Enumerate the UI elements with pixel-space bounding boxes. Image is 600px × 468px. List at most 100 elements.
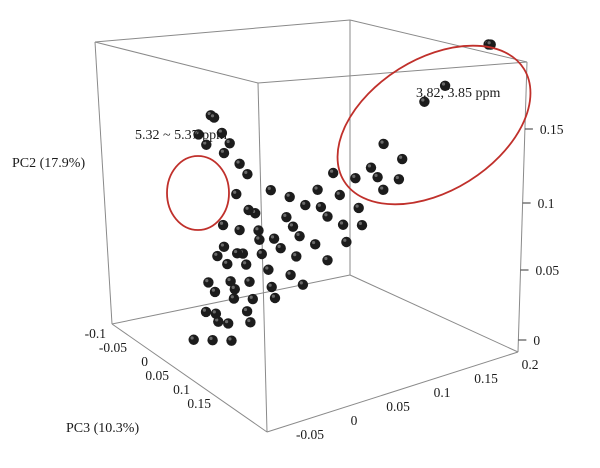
- box-edge: [266, 351, 519, 433]
- highlighted-point: [439, 80, 451, 92]
- highlighted-point: [216, 127, 228, 139]
- highlighted-point: [224, 138, 235, 149]
- cluster-point: [337, 219, 349, 230]
- cluster-point: [209, 286, 221, 298]
- cluster-point: [200, 306, 212, 318]
- cluster-point: [284, 191, 295, 203]
- cluster-point: [263, 264, 274, 275]
- highlight-ellipses: [166, 44, 532, 231]
- cluster-point: [213, 316, 224, 327]
- cluster-point: [241, 259, 252, 270]
- pc3-tick-label: -0.1: [85, 326, 106, 341]
- annotation-5-32-ppm: 5.32 ~ 5.37 ppm: [135, 128, 227, 143]
- highlighted-point: [193, 129, 204, 140]
- highlighted-point: [201, 139, 212, 150]
- cluster-point: [287, 221, 299, 232]
- ellipse-3-82-ppm: [336, 44, 532, 206]
- cluster-point: [265, 185, 276, 196]
- cluster-point: [231, 188, 242, 200]
- box-edge: [349, 19, 528, 63]
- cluster-point: [254, 234, 265, 245]
- y-axis-title: PC2 (17.9%): [12, 156, 85, 171]
- cluster-point: [241, 306, 253, 317]
- cluster-point: [328, 167, 339, 179]
- cluster-point: [256, 248, 267, 260]
- pc2-tick-label: 0.05: [536, 263, 560, 278]
- box-edge: [94, 19, 351, 43]
- cluster-point: [188, 334, 199, 345]
- cluster-point: [268, 233, 280, 244]
- cluster-point: [210, 308, 222, 319]
- cluster-point: [245, 317, 256, 328]
- cluster-point: [356, 220, 368, 231]
- cluster-point: [300, 199, 311, 211]
- cluster-point: [322, 255, 333, 266]
- cluster-point: [247, 293, 258, 305]
- box-edge: [111, 323, 268, 433]
- highlighted-point: [397, 153, 408, 165]
- cluster-point: [334, 189, 345, 201]
- cluster-point: [312, 184, 323, 195]
- pc2-tick-label: 0.1: [538, 196, 555, 211]
- cluster-point: [365, 162, 377, 173]
- cluster-point: [353, 202, 364, 214]
- pc2-tick-label: 0.15: [540, 122, 564, 137]
- pc2-tick-label: 0: [533, 333, 540, 348]
- cluster-point: [285, 269, 296, 281]
- cluster-point: [226, 335, 237, 346]
- highlighted-point: [208, 112, 220, 123]
- cluster-point: [234, 224, 245, 236]
- z-axis-title: PC3 (10.3%): [66, 421, 139, 436]
- cluster-point: [223, 318, 234, 329]
- cluster-point: [225, 276, 236, 287]
- highlighted-point: [378, 138, 389, 150]
- pc1-tick-label: 0.1: [434, 385, 451, 400]
- cluster-point: [310, 239, 321, 250]
- box-edge: [349, 274, 519, 353]
- pc3-tick-label: 0.1: [173, 382, 190, 397]
- ellipse-5-32-ppm: [166, 155, 230, 231]
- cluster-point: [228, 293, 240, 304]
- highlighted-point: [218, 147, 230, 159]
- cluster-point: [222, 258, 233, 270]
- pc1-tick-label: 0.2: [522, 357, 539, 372]
- pc1-tick-label: 0: [351, 413, 358, 428]
- box-edge: [517, 61, 528, 353]
- pc1-tick-label: 0.15: [474, 371, 498, 386]
- cluster-point: [393, 174, 405, 185]
- cluster-point: [232, 248, 243, 259]
- highlighted-point: [242, 168, 253, 180]
- cluster-point: [269, 292, 281, 304]
- cluster-point: [203, 277, 214, 288]
- cluster-point: [315, 201, 327, 213]
- cluster-point: [244, 276, 255, 287]
- cluster-point: [297, 279, 309, 290]
- pc3-tick-label: 0.15: [187, 396, 211, 411]
- cluster-point: [372, 171, 383, 183]
- pc3-tick-label: 0: [141, 354, 148, 369]
- cluster-point: [341, 236, 352, 248]
- cluster-point: [378, 184, 389, 196]
- highlighted-point: [419, 96, 430, 107]
- pc1-tick-label: -0.05: [296, 427, 324, 442]
- annotation-3-82-ppm: 3.82, 3.85 ppm: [416, 86, 501, 101]
- cluster-point: [217, 219, 229, 231]
- pc3-tick-label: -0.05: [99, 340, 127, 355]
- highlighted-point: [234, 158, 245, 169]
- cluster-point: [281, 211, 292, 223]
- cluster-point: [275, 243, 286, 254]
- cluster-point: [229, 283, 240, 295]
- box-edge: [94, 41, 113, 325]
- cluster-point: [218, 241, 230, 253]
- pc1-tick-label: 0.05: [386, 399, 410, 414]
- pc3-tick-label: 0.05: [145, 368, 169, 383]
- cluster-point: [266, 281, 277, 293]
- cluster-point: [291, 251, 302, 262]
- cluster-point: [322, 211, 333, 222]
- box-edge: [94, 41, 259, 84]
- cluster-point: [350, 173, 361, 184]
- axis-ticks: -0.0500.050.10.150.200.050.10.15-0.1-0.0…: [85, 122, 564, 442]
- cluster-point: [294, 230, 305, 242]
- cluster-point: [243, 204, 254, 216]
